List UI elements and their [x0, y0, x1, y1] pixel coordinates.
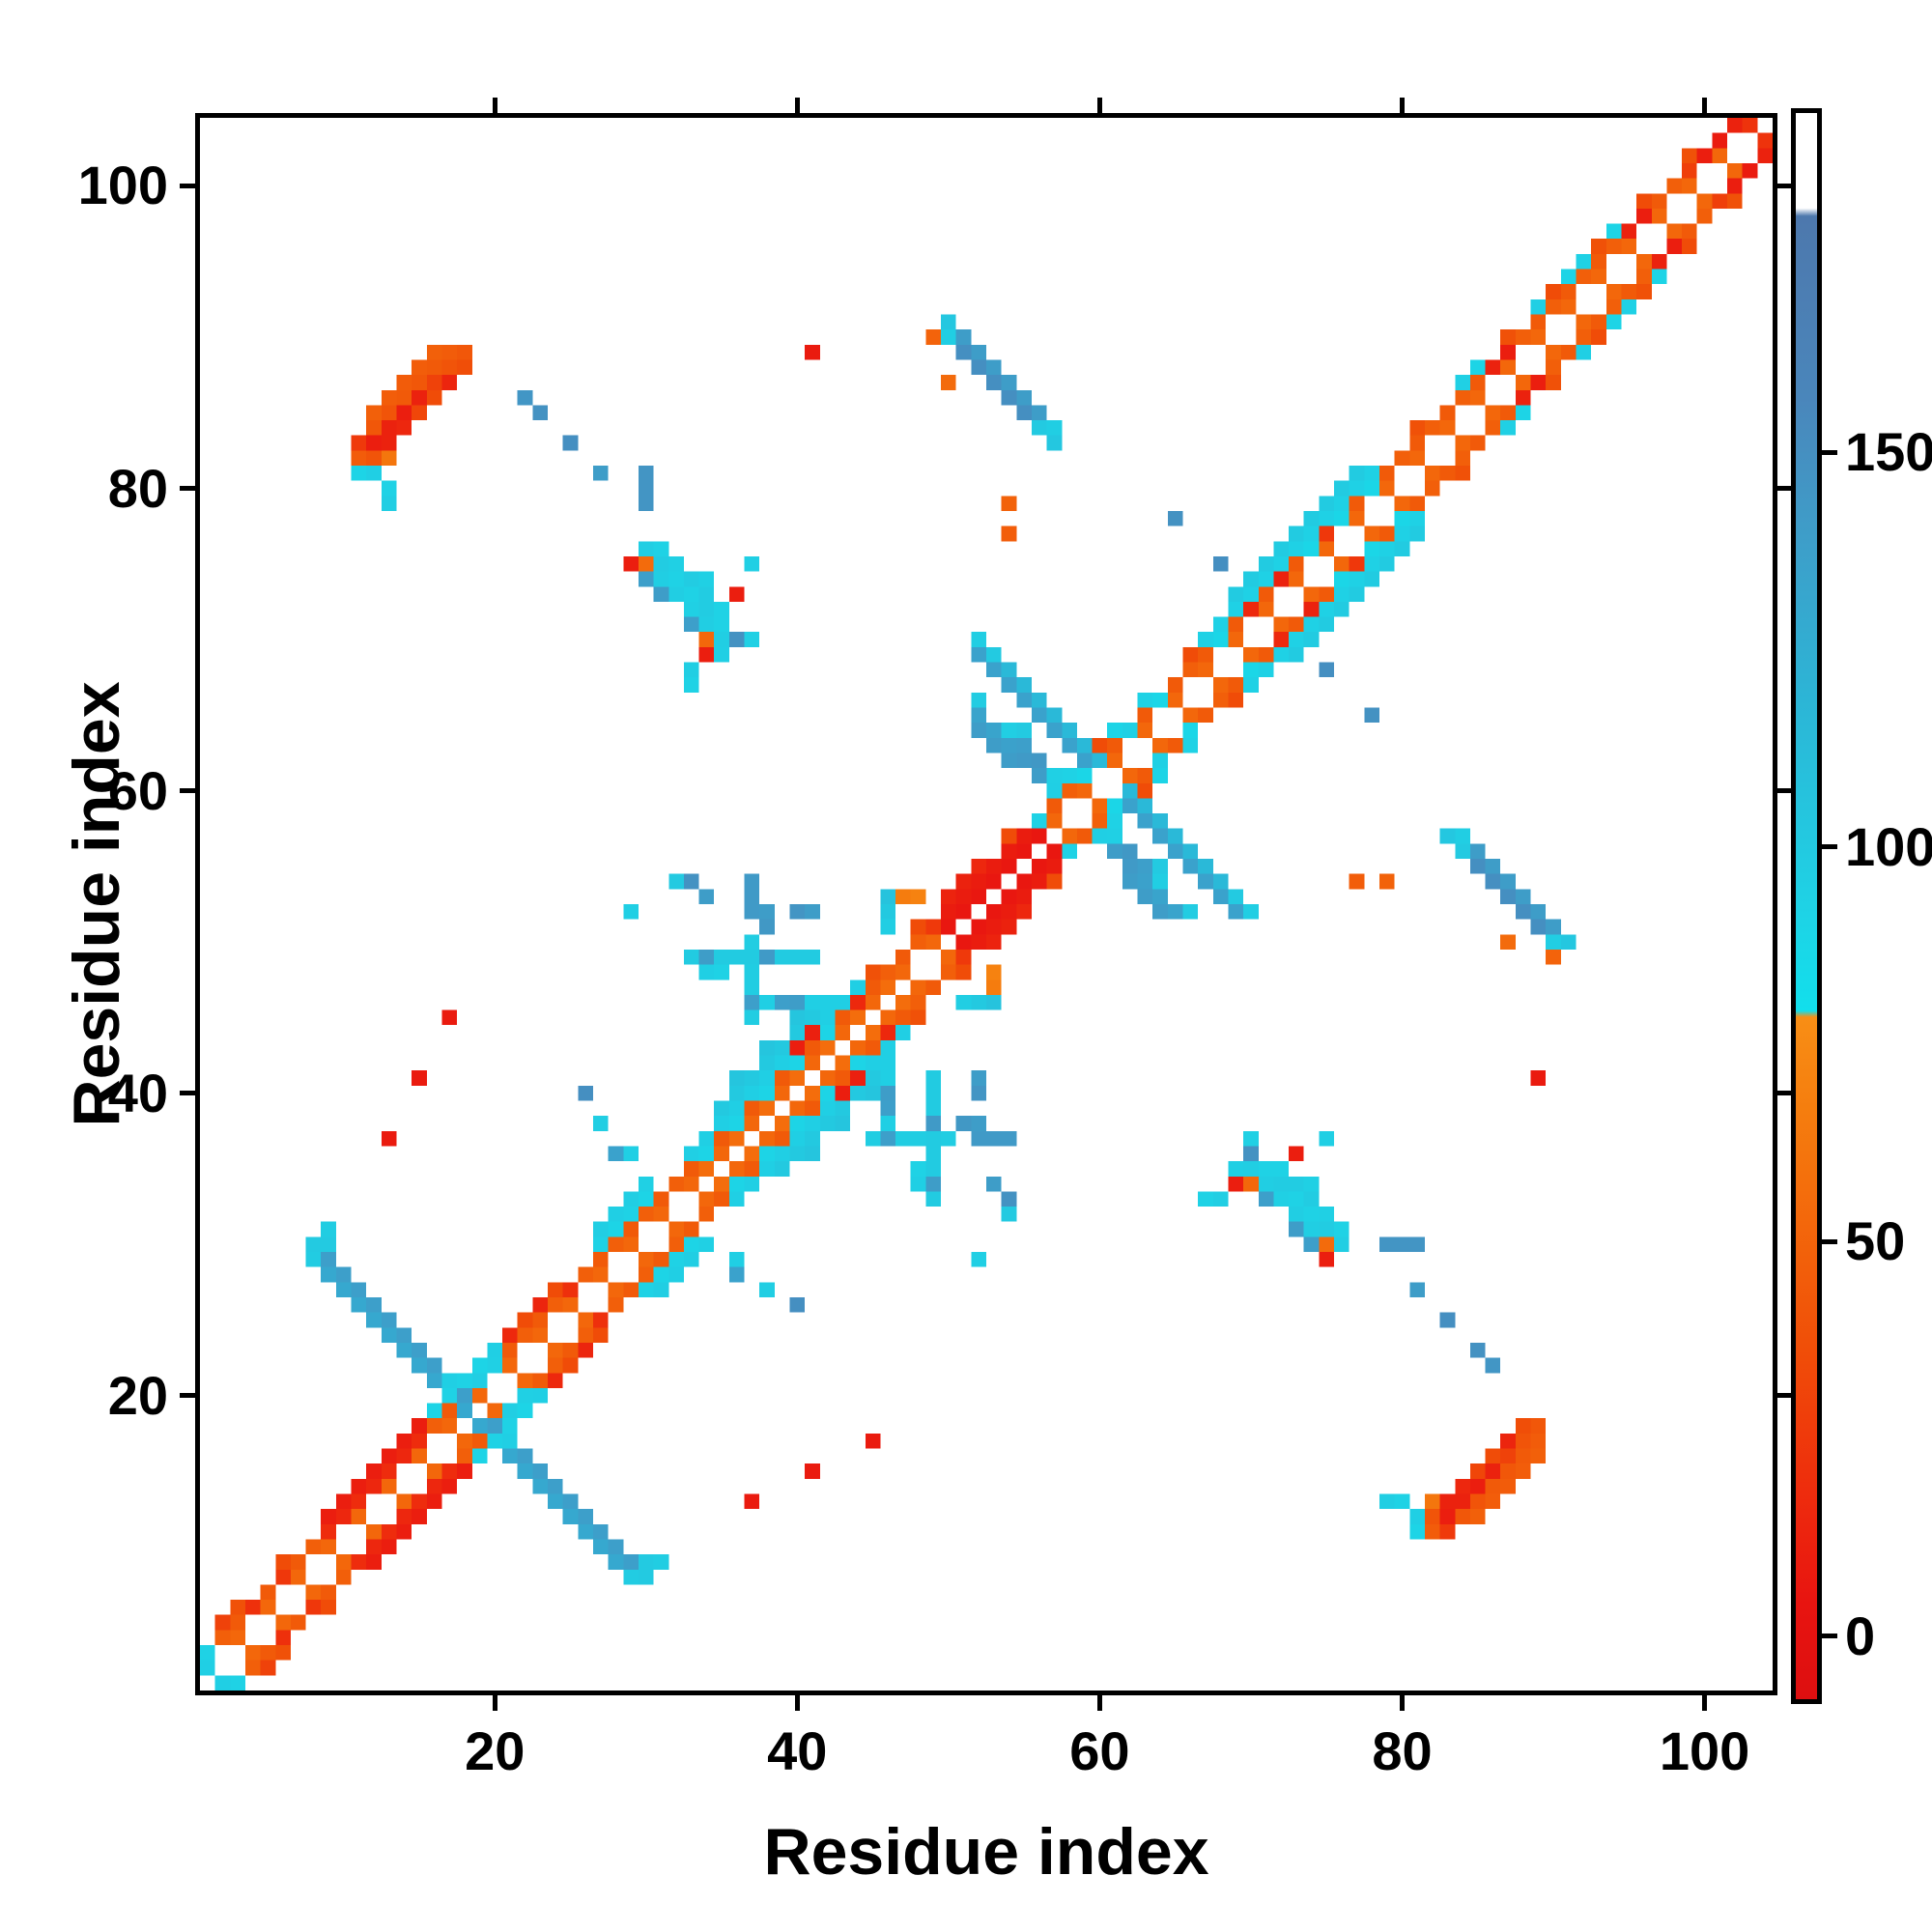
- y-tick-right: [1777, 486, 1793, 492]
- x-tick-top: [492, 98, 497, 113]
- colorbar-tick: [1822, 1238, 1837, 1244]
- y-tick-right: [1777, 1393, 1793, 1399]
- y-tick-right: [1777, 183, 1793, 188]
- colorbar-tick-label: 150: [1845, 421, 1932, 483]
- colorbar: [1791, 108, 1822, 1704]
- x-tick-top: [1096, 98, 1102, 113]
- x-tick-label: 40: [767, 1720, 828, 1781]
- x-tick-label: 20: [465, 1720, 526, 1781]
- y-tick-label: 80: [107, 457, 168, 519]
- y-tick-label: 40: [107, 1062, 168, 1123]
- x-tick-label: 100: [1659, 1720, 1750, 1781]
- x-tick-label: 60: [1069, 1720, 1130, 1781]
- colorbar-gradient: [1796, 113, 1817, 1699]
- x-tick-top: [794, 98, 800, 113]
- y-tick: [180, 1393, 195, 1399]
- y-tick: [180, 183, 195, 188]
- y-tick: [180, 486, 195, 492]
- y-tick: [180, 1091, 195, 1096]
- x-tick: [794, 1695, 800, 1711]
- x-tick-label: 80: [1372, 1720, 1433, 1781]
- plot-box: [195, 113, 1777, 1695]
- heatmap-canvas: [200, 118, 1773, 1690]
- x-tick: [492, 1695, 497, 1711]
- colorbar-tick: [1822, 1634, 1837, 1639]
- y-tick-right: [1777, 1091, 1793, 1096]
- y-tick-right: [1777, 788, 1793, 794]
- colorbar-tick: [1822, 844, 1837, 850]
- x-tick: [1399, 1695, 1405, 1711]
- x-tick-top: [1399, 98, 1405, 113]
- x-tick: [1702, 1695, 1708, 1711]
- y-axis-label: Residue index: [60, 681, 133, 1127]
- x-axis-label: Residue index: [763, 1815, 1209, 1889]
- colorbar-tick-label: 50: [1845, 1210, 1906, 1272]
- y-tick: [180, 788, 195, 794]
- colorbar-tick-label: 100: [1845, 815, 1932, 877]
- colorbar-tick-label: 0: [1845, 1605, 1876, 1666]
- y-tick-label: 60: [107, 759, 168, 821]
- x-tick: [1096, 1695, 1102, 1711]
- colorbar-tick: [1822, 449, 1837, 455]
- y-tick-label: 100: [77, 155, 168, 216]
- y-tick-label: 20: [107, 1364, 168, 1426]
- x-tick-top: [1702, 98, 1708, 113]
